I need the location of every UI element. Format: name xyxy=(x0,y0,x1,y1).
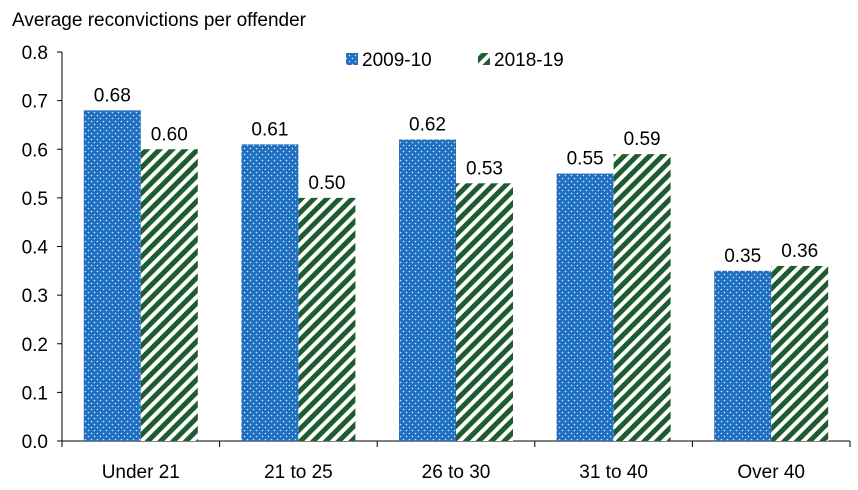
bar-2018-19 xyxy=(613,154,671,442)
y-axis-title: Average reconvictions per offender xyxy=(12,10,307,31)
category-label: 21 to 25 xyxy=(264,462,333,483)
legend-swatch-2009-10 xyxy=(346,53,358,65)
y-tick-label: 0.2 xyxy=(22,335,48,356)
legend-label: 2009-10 xyxy=(362,50,432,71)
data-label: 0.53 xyxy=(466,158,503,179)
data-label: 0.35 xyxy=(724,246,761,267)
y-tick-label: 0.1 xyxy=(22,383,48,404)
bar-2018-19 xyxy=(298,197,356,441)
text-layer: Average reconvictions per offender 0.0 0.… xyxy=(12,10,818,483)
data-label: 0.62 xyxy=(409,115,446,136)
bar-2018-19 xyxy=(771,265,829,441)
legend: 2009-10 2018-19 xyxy=(346,50,564,71)
bar-2018-19 xyxy=(456,183,513,441)
data-label: 0.36 xyxy=(781,241,818,262)
y-tick-label: 0.3 xyxy=(22,286,48,307)
category-label: 26 to 30 xyxy=(422,462,491,483)
category-label: Under 21 xyxy=(102,462,180,483)
legend-label: 2018-19 xyxy=(494,50,564,71)
y-tick-label: 0.0 xyxy=(22,432,48,453)
bar-2009-10 xyxy=(241,144,299,441)
y-tick-label: 0.8 xyxy=(22,43,48,64)
category-label: 31 to 40 xyxy=(579,462,648,483)
bar-2009-10 xyxy=(399,139,456,441)
category-label: Over 40 xyxy=(737,462,805,483)
bar-2018-19 xyxy=(140,149,198,441)
data-label: 0.68 xyxy=(94,85,131,106)
y-tick-label: 0.6 xyxy=(22,140,48,161)
legend-swatch-2018-19 xyxy=(478,53,490,65)
y-tick-label: 0.5 xyxy=(22,189,48,210)
y-tick-label: 0.7 xyxy=(22,92,48,113)
data-label: 0.55 xyxy=(567,149,604,170)
bar-2009-10 xyxy=(556,173,614,441)
bar-2009-10 xyxy=(83,110,141,441)
data-label: 0.60 xyxy=(151,124,188,145)
y-tick-label: 0.4 xyxy=(22,238,49,259)
bar-2009-10 xyxy=(714,270,772,441)
data-label: 0.61 xyxy=(251,119,288,140)
bars-layer xyxy=(83,110,829,442)
data-label: 0.50 xyxy=(308,173,345,194)
data-label: 0.59 xyxy=(624,129,661,150)
